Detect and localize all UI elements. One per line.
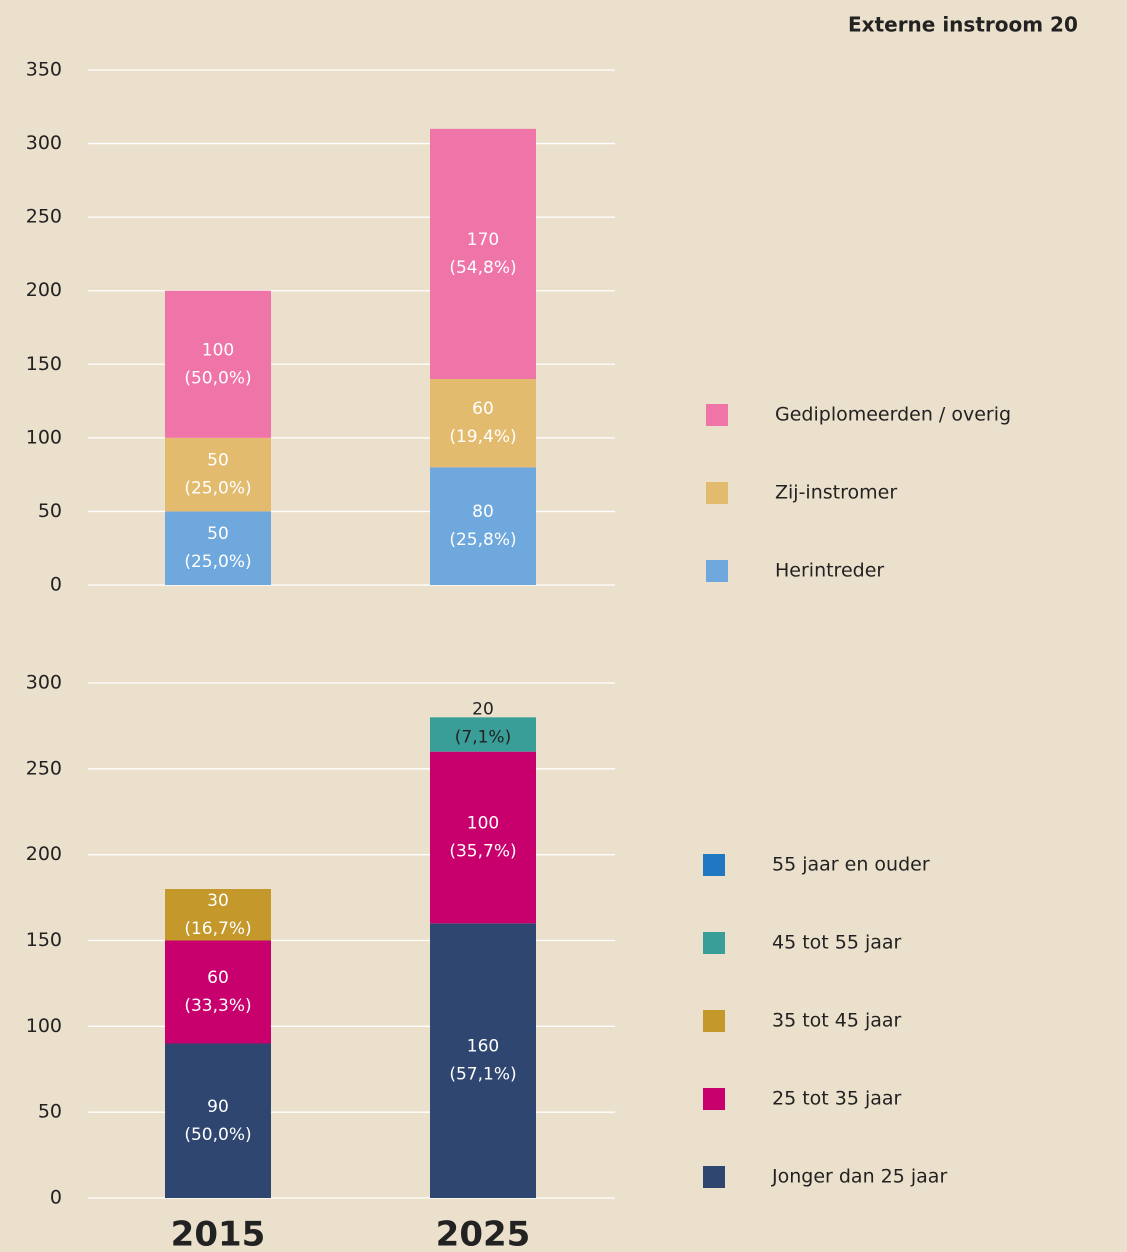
legend-label: Zij-instromer bbox=[775, 482, 897, 504]
legend-swatch bbox=[706, 404, 728, 426]
value-label: 100 (50,0%) bbox=[184, 340, 251, 388]
value-label: 90 (50,0%) bbox=[184, 1097, 251, 1145]
bar-segment bbox=[430, 751, 536, 924]
y-tick-label: 250 bbox=[26, 206, 62, 228]
legend-label: 45 tot 55 jaar bbox=[772, 932, 902, 954]
y-tick-label: 150 bbox=[26, 929, 62, 951]
chart-title: Externe instroom 20 bbox=[848, 13, 1078, 37]
value-label: 20 (7,1%) bbox=[455, 699, 511, 747]
value-label-line: (33,3%) bbox=[184, 996, 251, 1016]
y-tick-label: 350 bbox=[26, 59, 62, 81]
legend-swatch bbox=[703, 1010, 725, 1032]
value-label: 80 (25,8%) bbox=[449, 502, 516, 550]
value-label-line: 90 bbox=[207, 1097, 229, 1117]
y-tick-label: 100 bbox=[26, 426, 62, 448]
legend-label: Herintreder bbox=[775, 560, 884, 582]
value-label-line: (57,1%) bbox=[449, 1065, 516, 1085]
value-label: 30 (16,7%) bbox=[184, 891, 251, 939]
value-label-line: 50 bbox=[207, 524, 229, 544]
legend-swatch bbox=[706, 482, 728, 504]
legend-swatch bbox=[706, 560, 728, 582]
legend-swatch bbox=[703, 854, 725, 876]
y-tick-label: 300 bbox=[26, 672, 62, 694]
bar-segment bbox=[430, 379, 536, 468]
value-label-line: (35,7%) bbox=[449, 842, 516, 862]
value-label: 50 (25,0%) bbox=[184, 524, 251, 572]
value-label-line: (25,0%) bbox=[184, 552, 251, 572]
value-label-line: (25,8%) bbox=[449, 530, 516, 550]
bar-segment bbox=[165, 1043, 271, 1198]
y-tick-label: 300 bbox=[26, 132, 62, 154]
bar-segment bbox=[430, 717, 536, 752]
value-label-line: (19,4%) bbox=[449, 427, 516, 447]
bar-segment bbox=[430, 923, 536, 1198]
value-label-line: 100 bbox=[202, 340, 234, 360]
y-tick-label: 200 bbox=[26, 279, 62, 301]
value-label-line: (50,0%) bbox=[184, 1125, 251, 1145]
bar-segment bbox=[165, 437, 271, 512]
value-label-line: 160 bbox=[467, 1037, 499, 1057]
value-label-line: 100 bbox=[467, 814, 499, 834]
value-label: 60 (33,3%) bbox=[184, 968, 251, 1016]
y-tick-label: 0 bbox=[50, 574, 62, 596]
legend-swatch bbox=[703, 1166, 725, 1188]
value-label-line: (7,1%) bbox=[455, 727, 511, 747]
legend-swatch bbox=[703, 932, 725, 954]
bar-segment bbox=[165, 889, 271, 941]
value-label-line: (50,0%) bbox=[184, 368, 251, 388]
value-label-line: 170 bbox=[467, 230, 499, 250]
bar-segment bbox=[430, 128, 536, 379]
value-label: 60 (19,4%) bbox=[449, 399, 516, 447]
y-tick-label: 150 bbox=[26, 353, 62, 375]
y-tick-label: 50 bbox=[38, 500, 62, 522]
y-tick-label: 50 bbox=[38, 1101, 62, 1123]
value-label-line: 60 bbox=[207, 968, 229, 988]
value-label-line: 20 bbox=[472, 699, 494, 719]
value-label-line: 60 bbox=[472, 399, 494, 419]
value-label: 50 (25,0%) bbox=[184, 451, 251, 499]
bar-segment bbox=[165, 290, 271, 438]
x-tick-label: 2025 bbox=[436, 1215, 531, 1252]
legend-swatch bbox=[703, 1088, 725, 1110]
value-label-line: (16,7%) bbox=[184, 919, 251, 939]
x-tick-label: 2015 bbox=[171, 1215, 266, 1252]
value-label-line: 50 bbox=[207, 451, 229, 471]
legend-label: Gediplomeerden / overig bbox=[775, 404, 1011, 426]
value-label: 100 (35,7%) bbox=[449, 814, 516, 862]
y-tick-label: 200 bbox=[26, 843, 62, 865]
legend-label: 25 tot 35 jaar bbox=[772, 1088, 902, 1110]
value-label-line: 30 bbox=[207, 891, 229, 911]
legend-label: 55 jaar en ouder bbox=[772, 854, 930, 876]
y-tick-label: 100 bbox=[26, 1015, 62, 1037]
value-label-line: (54,8%) bbox=[449, 258, 516, 278]
bar-segment bbox=[165, 511, 271, 585]
legend-label: 35 tot 45 jaar bbox=[772, 1010, 902, 1032]
value-label: 160 (57,1%) bbox=[449, 1037, 516, 1085]
bar-segment bbox=[430, 467, 536, 585]
bar-segment bbox=[165, 940, 271, 1044]
value-label-line: (25,0%) bbox=[184, 479, 251, 499]
legend-label: Jonger dan 25 jaar bbox=[771, 1166, 947, 1188]
value-label: 170 (54,8%) bbox=[449, 230, 516, 278]
y-tick-label: 0 bbox=[50, 1187, 62, 1209]
value-label-line: 80 bbox=[472, 502, 494, 522]
y-tick-label: 250 bbox=[26, 757, 62, 779]
